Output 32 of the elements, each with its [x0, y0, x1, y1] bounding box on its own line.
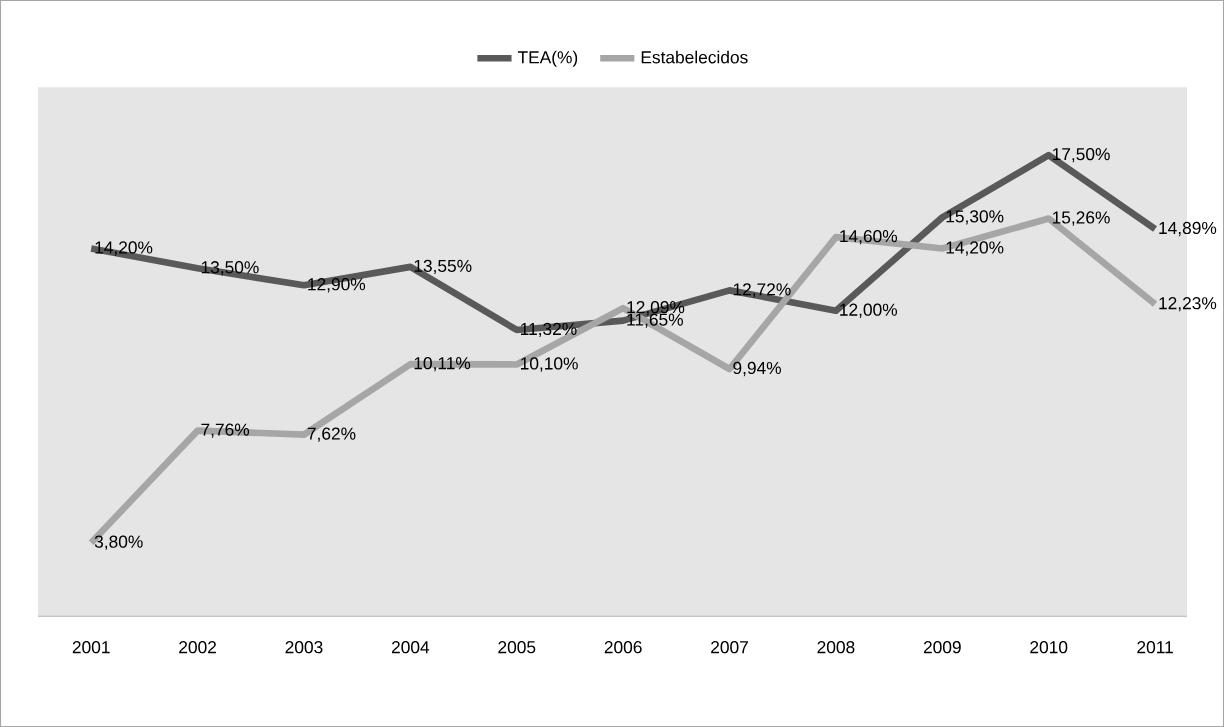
data-label: 14,60%	[840, 230, 898, 245]
x-tick-label: 2001	[72, 641, 110, 654]
data-label: 14,20%	[95, 241, 153, 256]
data-label: 12,90%	[308, 278, 366, 293]
data-label: 13,55%	[414, 259, 472, 275]
x-tick-label: 2005	[498, 641, 536, 654]
x-tick-label: 2003	[285, 641, 323, 654]
x-tick-label: 2010	[1030, 641, 1068, 654]
data-label: 15,26%	[1052, 211, 1110, 226]
x-tick-label: 2006	[604, 641, 642, 654]
data-label: 9,94%	[733, 361, 781, 377]
data-label: 14,89%	[1159, 221, 1217, 237]
data-label: 14,20%	[946, 241, 1004, 256]
x-tick-label: 2008	[817, 641, 855, 654]
data-label: 15,30%	[946, 210, 1004, 225]
data-label: 3,80%	[94, 535, 143, 550]
data-label: 11,32%	[521, 322, 577, 338]
legend-label: TEA(%)	[517, 50, 578, 67]
x-tick-label: 2004	[391, 641, 430, 654]
data-label: 17,50%	[1052, 147, 1110, 163]
data-label: 10,10%	[521, 357, 578, 372]
data-label: 7,62%	[307, 427, 356, 442]
data-label: 7,76%	[201, 423, 250, 438]
legend-label: Estabelecidos	[641, 50, 748, 64]
x-tick-label: 2009	[923, 641, 961, 654]
data-label: 12,23%	[1159, 297, 1217, 312]
x-tick-label: 2002	[179, 641, 216, 654]
data-label: 12,00%	[840, 303, 898, 318]
data-label: 10,11%	[414, 357, 471, 372]
x-tick-label: 2007	[711, 641, 748, 654]
x-tick-label: 2011	[1137, 641, 1173, 654]
data-label: 12,72%	[733, 283, 791, 298]
